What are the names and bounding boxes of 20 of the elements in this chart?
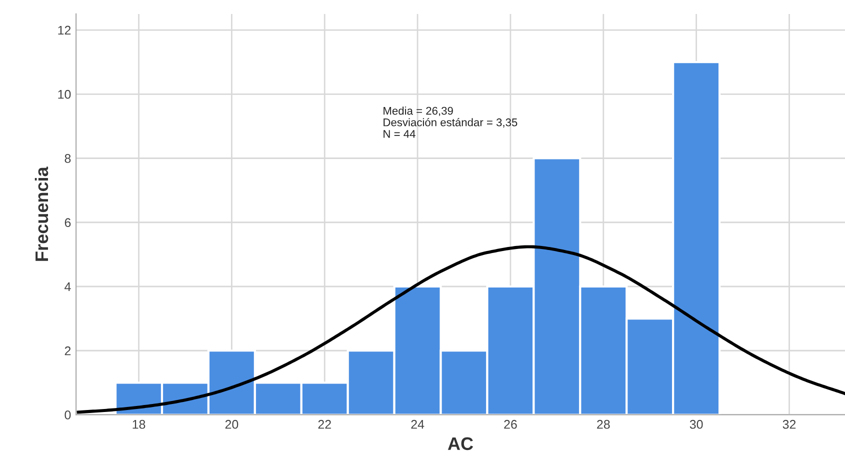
x-tick-label: 32 bbox=[782, 420, 796, 429]
x-tick-label: 18 bbox=[132, 420, 146, 429]
x-axis-title: AC bbox=[448, 437, 474, 450]
x-tick-label: 22 bbox=[318, 420, 331, 429]
y-tick-label: 2 bbox=[64, 346, 71, 356]
y-tick-label: 12 bbox=[58, 26, 71, 35]
x-tick-label: 24 bbox=[411, 420, 424, 429]
annotation: N = 44 bbox=[384, 130, 416, 138]
annotation: Desviación estándar = 3,35 bbox=[384, 118, 518, 128]
y-tick-label: 4 bbox=[64, 282, 71, 292]
x-tick-label: 26 bbox=[504, 420, 517, 429]
x-tick-label: 20 bbox=[225, 420, 238, 429]
y-tick-label: 8 bbox=[64, 154, 71, 163]
y-tick-label: 0 bbox=[64, 410, 71, 420]
y-axis-title: Frecuencia bbox=[34, 166, 48, 261]
y-tick-label: 6 bbox=[64, 218, 71, 228]
x-tick-label: 28 bbox=[597, 420, 610, 429]
annotation: Media = 26,39 bbox=[384, 106, 453, 116]
y-tick-label: 10 bbox=[58, 90, 71, 99]
x-tick-label: 30 bbox=[690, 420, 703, 429]
